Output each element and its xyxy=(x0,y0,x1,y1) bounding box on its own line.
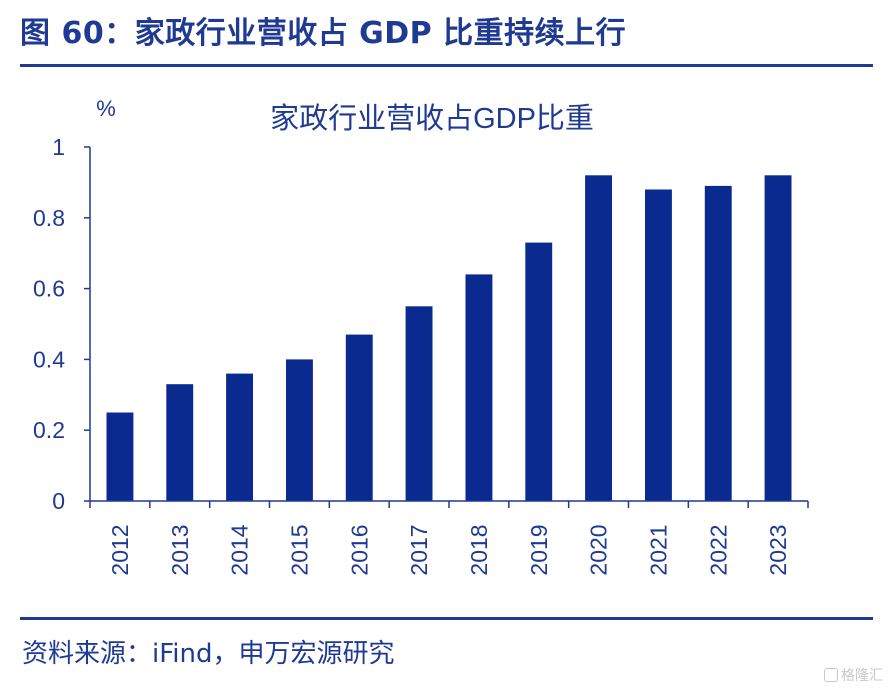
y-tick-label: 0.6 xyxy=(33,276,65,302)
x-tick-label: 2015 xyxy=(286,524,312,575)
x-axis: 2012 2013 2014 2015 2016 2017 2018 2019 2020 2021… xyxy=(89,500,809,576)
bar-2016 xyxy=(345,334,373,501)
x-tick-label: 2022 xyxy=(705,524,731,575)
x-tick-label: 2023 xyxy=(765,524,791,575)
bar-2022 xyxy=(704,185,732,501)
watermark-text: 格隆汇 xyxy=(841,668,883,684)
bar-2021 xyxy=(645,189,672,501)
bar-2023 xyxy=(764,175,792,502)
x-tick-label: 2021 xyxy=(645,524,671,575)
header-rule xyxy=(20,64,873,67)
y-tick-label: 0.8 xyxy=(33,205,65,231)
bar-2015 xyxy=(286,359,313,501)
x-tick-label: 2020 xyxy=(586,524,612,575)
x-tick-label: 2019 xyxy=(526,524,552,575)
chart-title: 家政行业营收占GDP比重 xyxy=(270,102,594,135)
bar-chart: 家政行业营收占GDP比重 % 00.20.40.60.81 2012 2013 20… xyxy=(33,96,809,576)
x-tick-label: 2017 xyxy=(406,524,432,575)
bar-2013 xyxy=(166,384,194,501)
x-tick-label: 2018 xyxy=(466,524,492,575)
y-tick-label: 0 xyxy=(52,488,65,514)
y-axis-unit-label: % xyxy=(96,96,116,121)
y-tick-label: 0.4 xyxy=(33,346,65,372)
watermark: 格隆汇 xyxy=(824,665,883,685)
bar-2020 xyxy=(585,175,612,502)
bar-2017 xyxy=(405,306,433,501)
x-tick-label: 2012 xyxy=(107,524,133,575)
bar-2018 xyxy=(465,274,493,501)
bar-2012 xyxy=(106,412,134,501)
watermark-logo-icon xyxy=(824,668,838,682)
x-tick-label: 2013 xyxy=(167,524,193,575)
footer-rule xyxy=(20,617,873,620)
x-tick-label: 2016 xyxy=(346,524,372,575)
y-axis: 0 0.2 0.4 0.6 0.8 1 xyxy=(33,134,91,514)
x-tick-label: 2014 xyxy=(227,524,253,575)
source-note: 资料来源：iFind，申万宏源研究 xyxy=(22,639,395,669)
bar-2019 xyxy=(525,242,553,501)
bar-2014 xyxy=(226,373,253,501)
y-tick-label: 1 xyxy=(52,134,65,160)
figure-header: 图 60：家政行业营收占 GDP 比重持续上行 xyxy=(20,16,627,51)
y-tick-label: 0.2 xyxy=(33,417,65,443)
bar-series xyxy=(106,175,792,502)
